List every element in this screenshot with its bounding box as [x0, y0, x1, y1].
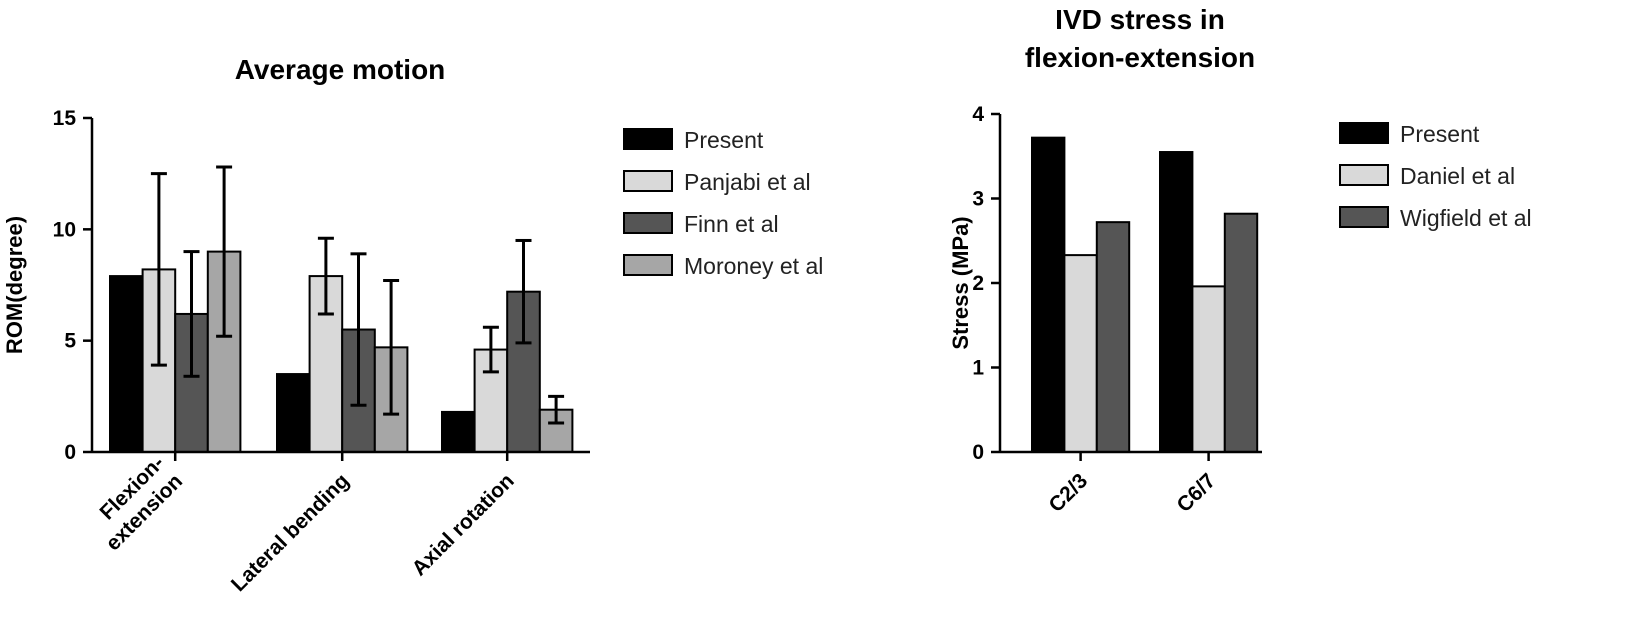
bar	[1191, 285, 1226, 453]
legend: Present Panjabi et al Finn et al Moroney et…	[623, 127, 823, 279]
legend-swatch	[623, 254, 673, 276]
y-tick-label: 0	[64, 441, 76, 464]
y-tick-label: 1	[972, 357, 984, 380]
legend-swatch	[623, 170, 673, 192]
legend: Present Daniel et al Wigfield et al	[1339, 121, 1532, 231]
legend-label: Present	[684, 127, 764, 153]
y-tick-label: 3	[972, 188, 984, 211]
chart-title: IVD stress in flexion-extension	[1025, 4, 1255, 73]
legend-label: Moroney et al	[684, 253, 823, 279]
y-axis-label: Stress (MPa)	[948, 216, 973, 349]
legend-label: Wigfield et al	[1400, 205, 1532, 231]
x-tick-label: Lateral bending	[227, 469, 354, 596]
bar	[1031, 136, 1066, 453]
y-tick-label: 0	[972, 441, 984, 464]
x-tick-label: C6/7	[1173, 469, 1221, 517]
y-tick-label: 15	[53, 107, 77, 130]
legend-label: Finn et al	[684, 211, 779, 237]
y-tick-label: 2	[972, 272, 984, 295]
chart-ivd-stress: IVD stress in flexion-extension Stress (MP…	[948, 4, 1532, 517]
legend-label: Panjabi et al	[684, 169, 811, 195]
bar	[109, 275, 144, 453]
y-tick-label: 5	[64, 330, 76, 353]
x-tick-label: C2/3	[1045, 469, 1093, 517]
bar	[1159, 151, 1194, 453]
legend-swatch	[623, 128, 673, 150]
legend-swatch	[623, 212, 673, 234]
bar	[441, 410, 476, 454]
legend-swatch	[1339, 122, 1389, 144]
legend-label: Daniel et al	[1400, 163, 1515, 189]
y-tick-label: 4	[972, 103, 984, 126]
legend-label: Present	[1400, 121, 1480, 147]
legend-swatch	[1339, 206, 1389, 228]
bar	[1063, 254, 1098, 453]
legend-swatch	[1339, 164, 1389, 186]
bar	[1223, 212, 1259, 453]
bar	[276, 373, 311, 454]
y-tick-label: 10	[53, 218, 76, 241]
chart-avg-motion: Average motion ROM(degree) 0 5 10 15 Flexion-e…	[2, 54, 823, 596]
chart-title: Average motion	[235, 54, 446, 85]
bar	[1095, 221, 1131, 453]
y-axis-label: ROM(degree)	[2, 216, 27, 354]
x-tick-label: Flexion-extension	[83, 451, 187, 555]
x-tick-label: Axial rotation	[408, 469, 519, 580]
